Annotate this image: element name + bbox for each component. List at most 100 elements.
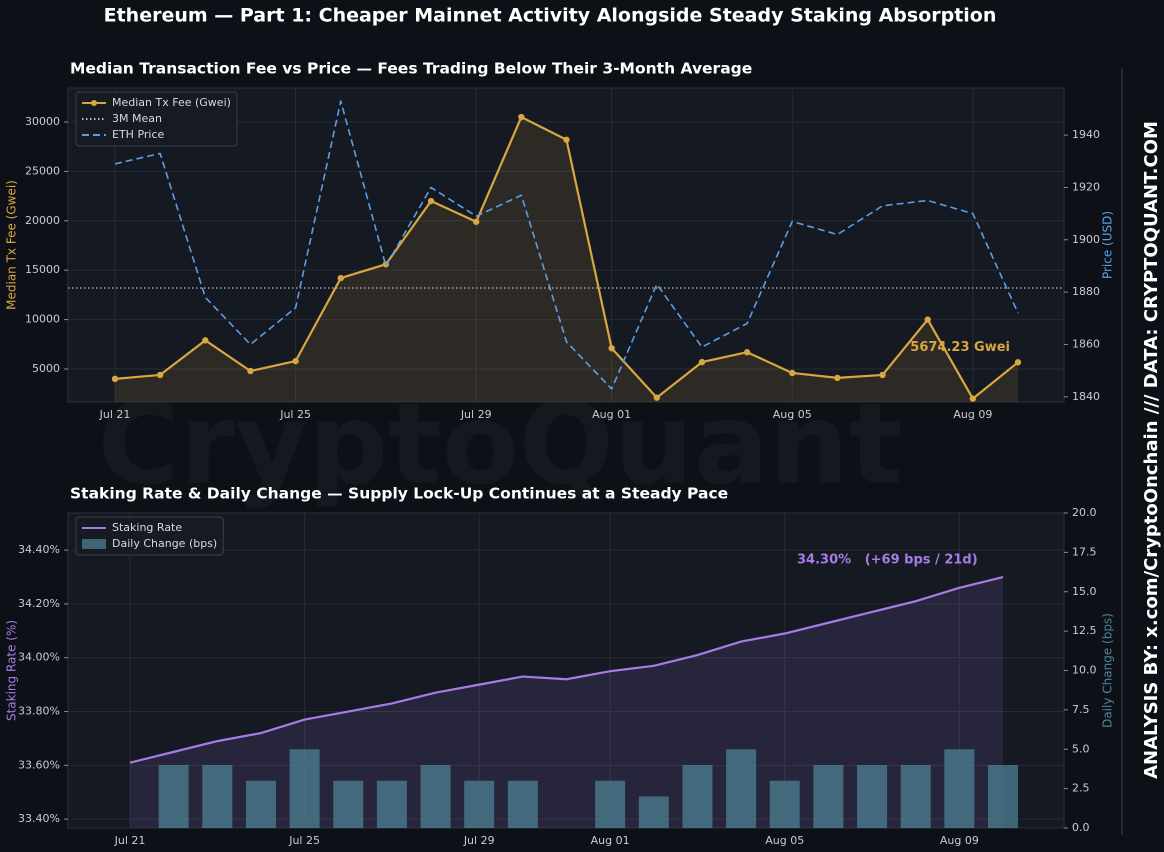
- bar: [769, 780, 800, 828]
- side-credit: ANALYSIS BY: x.com/CryptoOnchain /// DAT…: [1141, 121, 1162, 779]
- x-tick-label: Aug 09: [953, 408, 992, 421]
- point: [247, 367, 254, 375]
- y-tick-label: 10000: [25, 313, 60, 326]
- y-tick-label: 33.60%: [18, 758, 60, 771]
- y-tick-label: 20000: [25, 214, 60, 227]
- point: [292, 357, 299, 365]
- y-axis-label: Median Tx Fee (Gwei): [5, 180, 19, 310]
- bar: [507, 780, 538, 828]
- x-tick-label: Jul 29: [460, 408, 492, 421]
- y2-tick-label: 15.0: [1072, 585, 1097, 598]
- bar: [726, 749, 757, 828]
- point: [111, 375, 119, 383]
- y-tick-label: 34.20%: [18, 597, 60, 610]
- y2-tick-label: 1840: [1072, 390, 1100, 403]
- x-tick-label: Aug 01: [592, 408, 631, 421]
- y-tick-label: 34.00%: [18, 651, 60, 664]
- point: [473, 218, 480, 225]
- point: [698, 358, 706, 366]
- y2-tick-label: 12.5: [1072, 624, 1097, 637]
- legend-label: 3M Mean: [112, 112, 162, 125]
- x-tick-label: Aug 09: [940, 834, 979, 847]
- bar: [333, 780, 364, 828]
- y-tick-label: 25000: [25, 164, 60, 177]
- point: [156, 371, 164, 379]
- point: [743, 349, 751, 356]
- y2-tick-label: 1900: [1072, 233, 1100, 246]
- bar: [245, 780, 276, 828]
- point: [202, 337, 209, 344]
- y2-tick-label: 1920: [1072, 180, 1100, 193]
- point: [879, 371, 886, 379]
- y2-tick-label: 20.0: [1072, 506, 1097, 519]
- value-label: 5674.23 Gwei: [910, 340, 1010, 355]
- point: [1014, 359, 1022, 366]
- bar: [638, 796, 669, 828]
- point: [337, 274, 344, 282]
- x-tick-label: Jul 21: [99, 408, 131, 421]
- area: [130, 577, 1003, 828]
- point: [834, 374, 841, 382]
- chart-title: Staking Rate & Daily Change — Supply Loc…: [70, 485, 728, 503]
- point: [924, 316, 931, 323]
- legend-box: [75, 516, 224, 556]
- y-tick-label: 5000: [32, 362, 60, 375]
- point: [427, 197, 435, 205]
- x-tick-label: Aug 01: [591, 834, 630, 847]
- y-tick-label: 30000: [25, 115, 60, 128]
- x-tick-label: Jul 25: [279, 408, 311, 421]
- legend-label: Staking Rate: [112, 521, 182, 534]
- y2-axis-label: Price (USD): [1101, 211, 1115, 279]
- y2-tick-label: 0.0: [1072, 821, 1090, 834]
- point: [653, 394, 660, 401]
- point: [608, 345, 615, 352]
- y2-tick-label: 1860: [1072, 337, 1100, 350]
- x-tick-label: Aug 05: [773, 408, 812, 421]
- bar: [289, 749, 320, 828]
- y2-tick-label: 1940: [1072, 128, 1100, 141]
- legend-swatch: [82, 539, 106, 549]
- x-tick-label: Jul 21: [114, 834, 146, 847]
- y2-axis-label: Daily Change (bps): [1101, 613, 1115, 728]
- legend-label: Daily Change (bps): [112, 537, 217, 550]
- legend-box: [75, 91, 238, 147]
- page-title: Ethereum — Part 1: Cheaper Mainnet Activ…: [104, 5, 997, 27]
- y-tick-label: 34.40%: [18, 543, 60, 556]
- annotation: 34.30% (+69 bps / 21d): [797, 553, 978, 568]
- area: [115, 117, 1018, 402]
- y-tick-label: 15000: [25, 263, 60, 276]
- y2-tick-label: 10.0: [1072, 664, 1097, 677]
- point: [789, 369, 796, 377]
- bar: [857, 765, 888, 828]
- bar: [813, 765, 844, 828]
- y2-tick-label: 1880: [1072, 285, 1100, 298]
- bar: [595, 780, 626, 828]
- y2-tick-label: 2.5: [1072, 782, 1090, 795]
- y2-tick-label: 5.0: [1072, 742, 1090, 755]
- point: [969, 395, 977, 402]
- bar: [682, 765, 713, 828]
- bar: [376, 780, 407, 828]
- point: [563, 136, 570, 143]
- bar: [158, 765, 189, 828]
- x-tick-label: Aug 05: [765, 834, 804, 847]
- point: [518, 113, 525, 121]
- bar: [420, 765, 451, 828]
- x-tick-label: Jul 25: [288, 834, 320, 847]
- bar: [988, 765, 1018, 828]
- y2-tick-label: 7.5: [1072, 703, 1090, 716]
- bar: [900, 765, 931, 828]
- y2-tick-label: 17.5: [1072, 545, 1097, 558]
- legend-label: Median Tx Fee (Gwei): [112, 96, 231, 109]
- legend-marker: [91, 100, 97, 106]
- bar: [464, 780, 495, 828]
- x-tick-label: Jul 29: [463, 834, 495, 847]
- plot-area: [67, 512, 1065, 829]
- line: [114, 100, 1019, 390]
- y-tick-label: 33.40%: [18, 812, 60, 825]
- y-tick-label: 33.80%: [18, 705, 60, 718]
- y-axis-label: Staking Rate (%): [5, 620, 19, 721]
- chart-title: Median Transaction Fee vs Price — Fees T…: [70, 60, 752, 78]
- line: [129, 575, 1004, 764]
